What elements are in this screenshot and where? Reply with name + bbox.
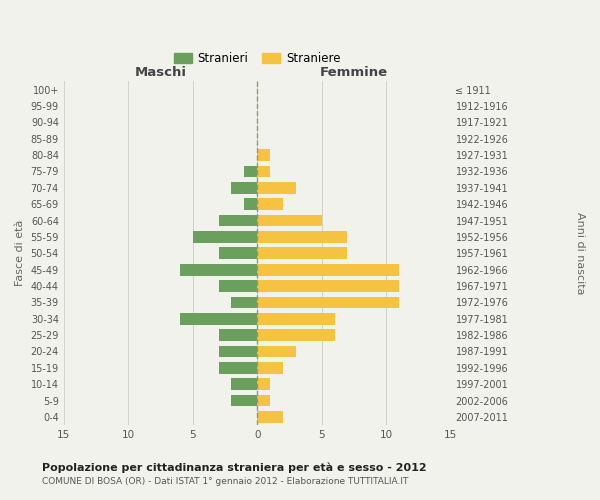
Bar <box>257 166 270 177</box>
Text: COMUNE DI BOSA (OR) - Dati ISTAT 1° gennaio 2012 - Elaborazione TUTTITALIA.IT: COMUNE DI BOSA (OR) - Dati ISTAT 1° genn… <box>42 478 409 486</box>
Bar <box>232 182 257 194</box>
Bar <box>244 198 257 210</box>
Bar <box>180 313 257 324</box>
Bar <box>232 378 257 390</box>
Text: Maschi: Maschi <box>134 66 187 79</box>
Bar <box>257 313 335 324</box>
Bar <box>257 362 283 374</box>
Bar <box>257 394 270 406</box>
Bar <box>257 329 335 341</box>
Bar <box>232 296 257 308</box>
Bar <box>257 280 399 292</box>
Bar <box>257 411 283 423</box>
Bar <box>257 231 347 243</box>
Bar <box>257 248 347 259</box>
Bar <box>257 296 399 308</box>
Y-axis label: Fasce di età: Fasce di età <box>15 220 25 286</box>
Bar <box>218 362 257 374</box>
Bar <box>218 346 257 358</box>
Bar <box>218 280 257 292</box>
Bar <box>232 394 257 406</box>
Bar <box>218 214 257 226</box>
Bar <box>218 329 257 341</box>
Bar <box>193 231 257 243</box>
Text: Femmine: Femmine <box>320 66 388 79</box>
Bar <box>244 166 257 177</box>
Bar <box>257 346 296 358</box>
Bar <box>257 214 322 226</box>
Y-axis label: Anni di nascita: Anni di nascita <box>575 212 585 294</box>
Text: Popolazione per cittadinanza straniera per età e sesso - 2012: Popolazione per cittadinanza straniera p… <box>42 462 427 473</box>
Bar <box>180 264 257 276</box>
Bar <box>257 182 296 194</box>
Bar <box>257 264 399 276</box>
Bar <box>257 198 283 210</box>
Legend: Stranieri, Straniere: Stranieri, Straniere <box>172 50 343 68</box>
Bar <box>257 378 270 390</box>
Bar <box>257 149 270 161</box>
Bar <box>218 248 257 259</box>
